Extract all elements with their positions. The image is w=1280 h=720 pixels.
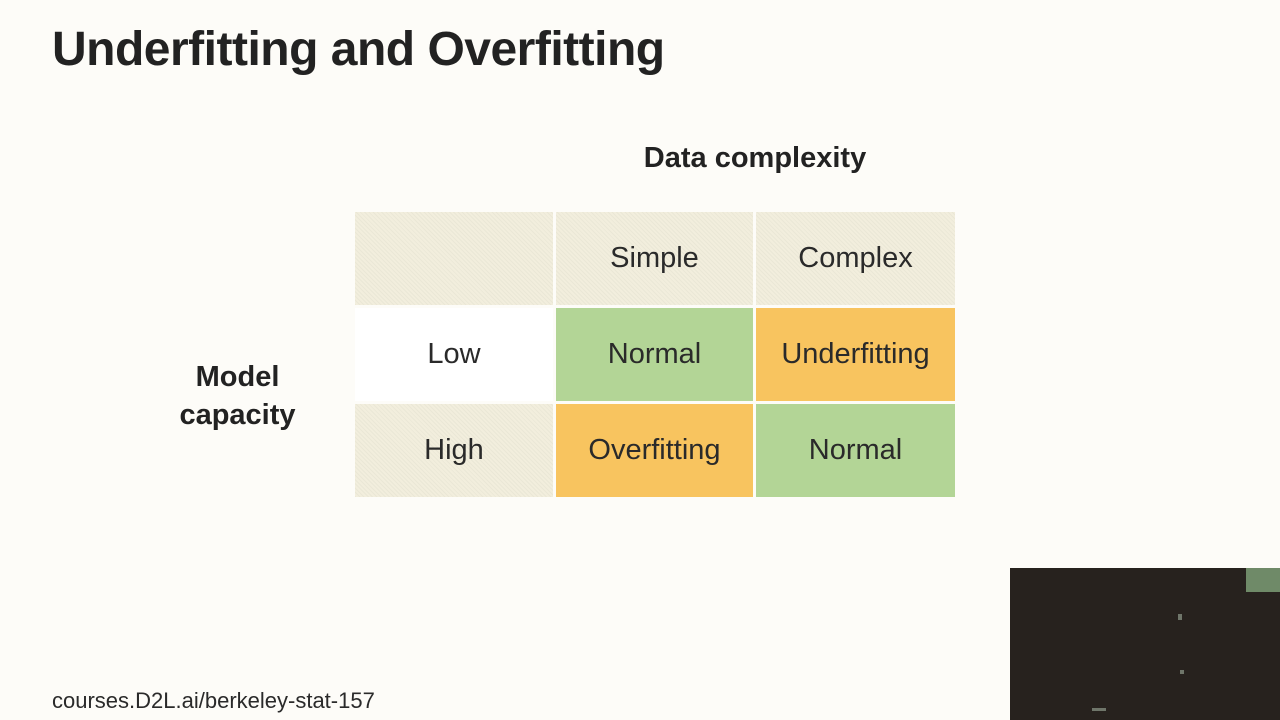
matrix-corner-cell (355, 212, 553, 305)
course-url: courses.D2L.ai/berkeley-stat-157 (52, 688, 375, 713)
webcam-speck (1180, 670, 1184, 674)
fitting-matrix: Simple Complex Low Normal Underfitting H… (355, 212, 955, 497)
slide-title: Underfitting and Overfitting (52, 23, 665, 76)
webcam-speck (1178, 614, 1182, 620)
cell-high-simple: Overfitting (556, 404, 753, 497)
data-complexity-heading: Data complexity (643, 142, 867, 174)
webcam-corner-highlight (1246, 568, 1280, 592)
row-header-low: Low (355, 308, 553, 401)
column-header-simple: Simple (556, 212, 753, 305)
cell-low-simple: Normal (556, 308, 753, 401)
cell-low-complex: Underfitting (756, 308, 955, 401)
row-header-high: High (355, 404, 553, 497)
model-capacity-heading-line-1: Model (195, 361, 280, 393)
model-capacity-heading-line-2: capacity (179, 399, 296, 431)
model-capacity-heading: Model capacity (150, 358, 325, 434)
webcam-speck (1092, 708, 1106, 711)
webcam-overlay (1010, 568, 1280, 720)
column-header-complex: Complex (756, 212, 955, 305)
cell-high-complex: Normal (756, 404, 955, 497)
